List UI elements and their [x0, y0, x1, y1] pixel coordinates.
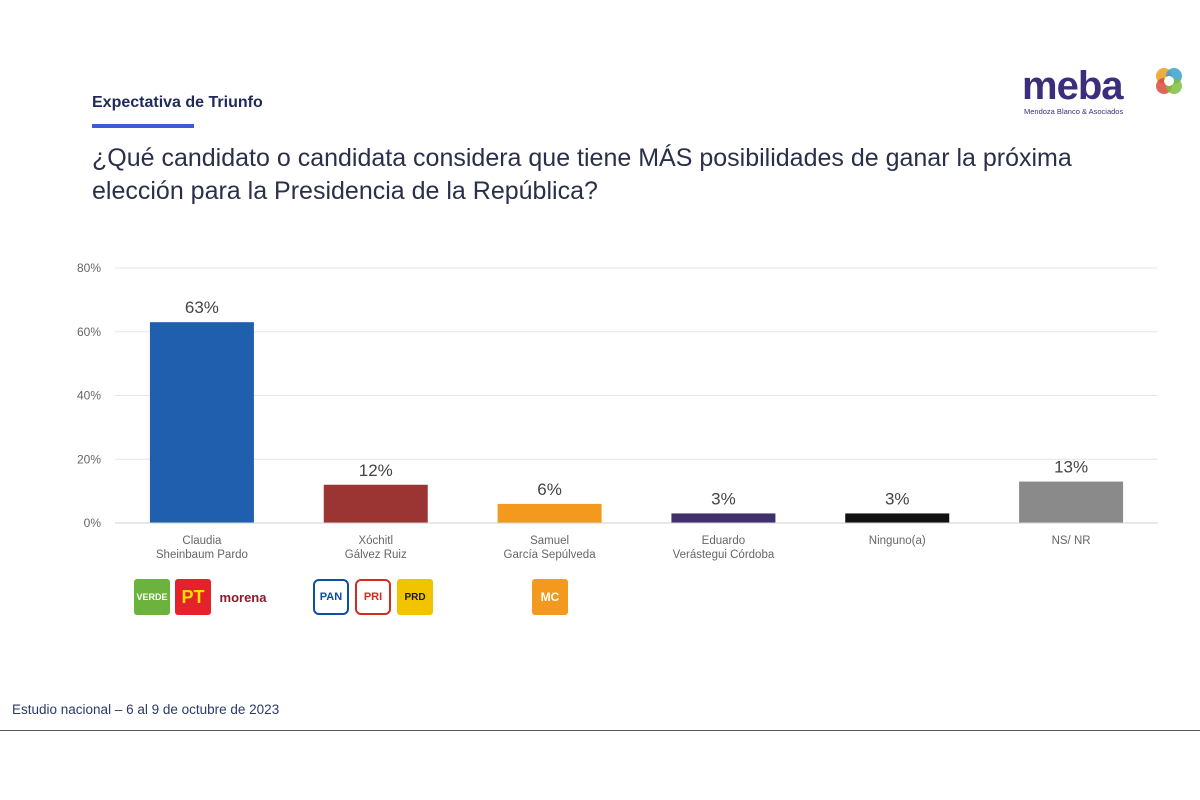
footer-note: Estudio nacional – 6 al 9 de octubre de …	[12, 702, 280, 717]
x-tick-label: Gálvez Ruiz	[345, 549, 407, 561]
bar	[845, 513, 950, 523]
x-tick-label: García Sepúlveda	[504, 549, 597, 561]
bar	[497, 503, 602, 523]
party-logo-prd-icon: PRD	[397, 579, 433, 615]
data-label: 3%	[885, 489, 910, 508]
logo-mark-icon	[1156, 68, 1182, 94]
party-logo-pri-icon: PRI	[355, 579, 391, 615]
x-tick-label: Ninguno(a)	[869, 535, 926, 547]
x-tick-label: Verástegui Córdoba	[673, 549, 775, 561]
x-tick-label: Eduardo	[702, 535, 745, 547]
data-label: 63%	[185, 298, 219, 317]
title-underline	[92, 124, 194, 128]
data-label: 13%	[1054, 458, 1088, 477]
x-tick-label: Samuel	[530, 535, 569, 547]
chart-question: ¿Qué candidato o candidata considera que…	[92, 144, 1072, 205]
y-tick-label: 40%	[77, 389, 101, 403]
y-tick-label: 20%	[77, 452, 101, 466]
logo-word: meba	[1022, 64, 1123, 108]
section-title: Expectativa de Triunfo	[92, 94, 263, 111]
party-logo-pt-icon: PT	[175, 579, 211, 615]
y-tick-label: 0%	[84, 516, 102, 530]
party-logo-morena-icon: morena	[214, 586, 272, 608]
party-logo-verde-icon: VERDE	[134, 579, 170, 615]
footer-divider	[0, 730, 1200, 731]
y-tick-label: 60%	[77, 325, 101, 339]
bar	[671, 513, 776, 523]
party-logo-pan-icon: PAN	[313, 579, 349, 615]
bar	[1019, 481, 1124, 523]
party-logo-mc-icon: MC	[532, 579, 568, 615]
logo-subtitle: Mendoza Blanco & Asociados	[1024, 107, 1124, 116]
x-tick-label: Sheinbaum Pardo	[156, 549, 248, 561]
data-label: 3%	[711, 489, 736, 508]
x-tick-label: Xóchitl	[358, 535, 393, 547]
bar	[149, 322, 254, 523]
y-tick-label: 80%	[77, 261, 101, 275]
meba-logo: meba Mendoza Blanco & Asociados	[1020, 62, 1190, 122]
x-tick-label: NS/ NR	[1052, 535, 1091, 547]
data-label: 12%	[359, 461, 393, 480]
data-label: 6%	[537, 480, 562, 499]
bar-chart: 0% 20% 40% 60% 80% 63% Claudia Sheinbaum Pardo 1…	[77, 261, 1158, 561]
x-tick-label: Claudia	[182, 535, 222, 547]
bar	[323, 484, 428, 523]
